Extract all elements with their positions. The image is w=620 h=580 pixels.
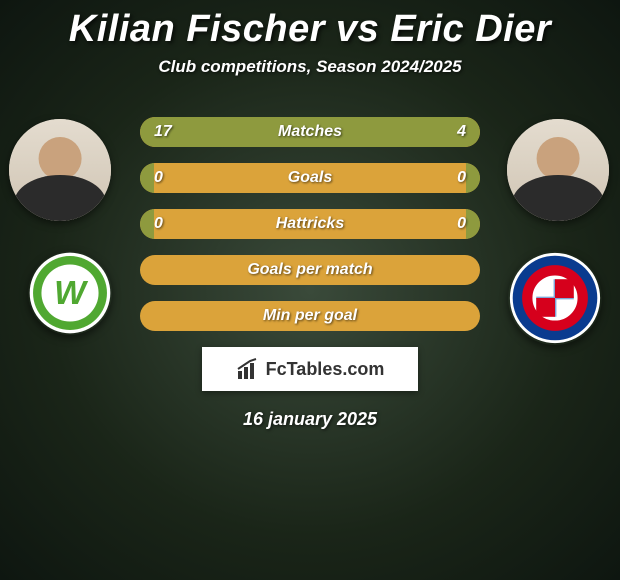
player-left-avatar bbox=[9, 119, 111, 221]
stat-label: Matches bbox=[190, 123, 430, 141]
page-subtitle: Club competitions, Season 2024/2025 bbox=[0, 57, 620, 77]
comparison-content: W 17Matches40Goals00Hattricks0Goals per … bbox=[0, 103, 620, 430]
stat-left-value: 17 bbox=[140, 123, 190, 141]
club-right-badge bbox=[508, 251, 602, 345]
stat-right-value: 0 bbox=[430, 215, 480, 233]
stat-bar: 0Hattricks0 bbox=[140, 209, 480, 239]
club-left-badge: W bbox=[28, 251, 112, 335]
stat-right-value: 4 bbox=[430, 123, 480, 141]
player-right-avatar bbox=[507, 119, 609, 221]
snapshot-date: 16 january 2025 bbox=[0, 409, 620, 430]
stat-label: Goals bbox=[190, 169, 430, 187]
stat-bars: 17Matches40Goals00Hattricks0Goals per ma… bbox=[140, 103, 480, 331]
avatar-placeholder bbox=[507, 119, 609, 221]
stat-left-value: 0 bbox=[140, 215, 190, 233]
stat-label: Goals per match bbox=[190, 261, 430, 279]
stat-label: Hattricks bbox=[190, 215, 430, 233]
svg-text:W: W bbox=[54, 275, 89, 312]
stat-bar: Min per goal bbox=[140, 301, 480, 331]
avatar-placeholder bbox=[9, 119, 111, 221]
site-logo: FcTables.com bbox=[202, 347, 418, 391]
page-title: Kilian Fischer vs Eric Dier bbox=[0, 0, 620, 51]
chart-icon bbox=[236, 357, 260, 381]
stat-right-value: 0 bbox=[430, 169, 480, 187]
stat-bar: 17Matches4 bbox=[140, 117, 480, 147]
site-logo-text: FcTables.com bbox=[266, 359, 385, 380]
stat-bar: 0Goals0 bbox=[140, 163, 480, 193]
stat-bar: Goals per match bbox=[140, 255, 480, 285]
stat-label: Min per goal bbox=[190, 307, 430, 325]
stat-left-value: 0 bbox=[140, 169, 190, 187]
